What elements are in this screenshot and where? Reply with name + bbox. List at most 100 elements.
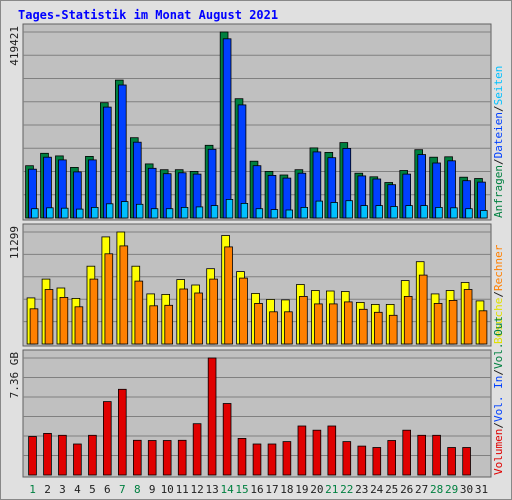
bar xyxy=(150,208,159,219)
bar xyxy=(132,439,142,476)
x-tick-label: 3 xyxy=(59,483,66,496)
bar xyxy=(254,302,263,345)
bar xyxy=(462,447,471,476)
x-tick-label: 12 xyxy=(190,483,203,496)
bar xyxy=(478,310,488,345)
bar xyxy=(103,106,112,219)
bar xyxy=(28,436,37,476)
x-tick-label: 2 xyxy=(44,483,51,496)
bar xyxy=(195,206,204,219)
bar xyxy=(345,200,353,219)
bar xyxy=(299,295,308,345)
legend-text: Dateien xyxy=(492,112,505,158)
bar xyxy=(194,292,203,345)
bar xyxy=(450,207,458,219)
bar xyxy=(240,202,249,219)
x-tick-label: 4 xyxy=(74,483,81,496)
legend-volume: Volumen/Vol. In/Vol. Out xyxy=(492,316,505,475)
x-axis-labels: 1 2 3 4 5 6 7 8 9 10 11 12 13 14 15 16 17 18 19 20 21 22 23 24 2… xyxy=(29,483,488,496)
bar xyxy=(343,301,353,345)
x-tick-label: 9 xyxy=(149,483,156,496)
series-dateien xyxy=(28,38,486,219)
bar xyxy=(357,445,367,476)
series-volumen xyxy=(28,357,471,476)
bar xyxy=(61,207,69,219)
bar xyxy=(270,209,279,219)
x-tick-label: 13 xyxy=(205,483,218,496)
bar xyxy=(269,311,278,345)
bar xyxy=(252,443,262,476)
bar xyxy=(118,388,127,476)
bar xyxy=(403,295,413,345)
bar xyxy=(358,308,368,345)
bar xyxy=(31,208,39,219)
series-seiten xyxy=(31,198,488,219)
bar xyxy=(480,210,488,219)
bar xyxy=(89,278,99,345)
bar xyxy=(284,311,293,345)
bar xyxy=(121,201,129,219)
chart-panels: 419421Anfragen/Dateien/Seiten11299Besuch… xyxy=(8,23,505,478)
bar xyxy=(285,209,293,219)
bar xyxy=(106,203,114,219)
x-tick-label: 28 xyxy=(430,483,443,496)
bar xyxy=(465,208,473,219)
bar xyxy=(118,84,127,219)
bar xyxy=(417,434,426,476)
bar xyxy=(315,200,323,219)
legend-visits: Besuche/Rechner xyxy=(492,244,505,344)
x-tick-label: 24 xyxy=(370,483,384,496)
series-rechner xyxy=(29,245,488,345)
bar xyxy=(73,443,82,476)
bar xyxy=(390,206,398,219)
bar xyxy=(402,429,411,476)
bar xyxy=(134,280,144,345)
legend-text: Vol. In xyxy=(492,376,505,422)
legend-text: / xyxy=(492,369,505,376)
bar xyxy=(162,440,172,476)
x-tick-label: 23 xyxy=(355,483,368,496)
x-tick-label: 26 xyxy=(400,483,413,496)
x-tick-label: 10 xyxy=(161,483,174,496)
legend-text: Anfragen xyxy=(492,165,505,218)
bar xyxy=(44,289,54,345)
bar xyxy=(76,208,84,219)
legend-text: Vol. Out xyxy=(492,316,505,369)
bar xyxy=(360,205,368,219)
legend-text: / xyxy=(492,158,505,165)
bar xyxy=(46,207,54,219)
bar xyxy=(207,357,217,476)
bar xyxy=(448,299,458,345)
bar xyxy=(104,253,114,345)
bar xyxy=(29,308,39,345)
x-tick-label: 8 xyxy=(134,483,141,496)
x-tick-label: 7 xyxy=(119,483,126,496)
bar xyxy=(74,306,84,345)
x-tick-label: 5 xyxy=(89,483,96,496)
bar xyxy=(149,305,159,345)
bar xyxy=(59,296,69,345)
x-tick-label: 22 xyxy=(340,483,353,496)
bar xyxy=(222,38,232,219)
x-tick-label: 30 xyxy=(460,483,473,496)
x-tick-label: 11 xyxy=(176,483,189,496)
x-tick-label: 15 xyxy=(235,483,248,496)
bar xyxy=(210,205,219,219)
legend-text: Seiten xyxy=(492,66,505,106)
legend-text: / xyxy=(492,291,505,298)
bar xyxy=(165,208,174,219)
bar xyxy=(164,304,174,345)
legend-hits: Anfragen/Dateien/Seiten xyxy=(492,66,505,218)
x-tick-label: 14 xyxy=(220,483,234,496)
bar xyxy=(209,278,218,345)
bar xyxy=(433,302,443,345)
legend-text: Volumen xyxy=(492,429,505,475)
x-tick-label: 25 xyxy=(385,483,398,496)
bar xyxy=(267,443,277,476)
legend-text: / xyxy=(492,105,505,112)
x-tick-label: 31 xyxy=(475,483,488,496)
bar xyxy=(239,277,248,345)
bar xyxy=(135,203,144,219)
